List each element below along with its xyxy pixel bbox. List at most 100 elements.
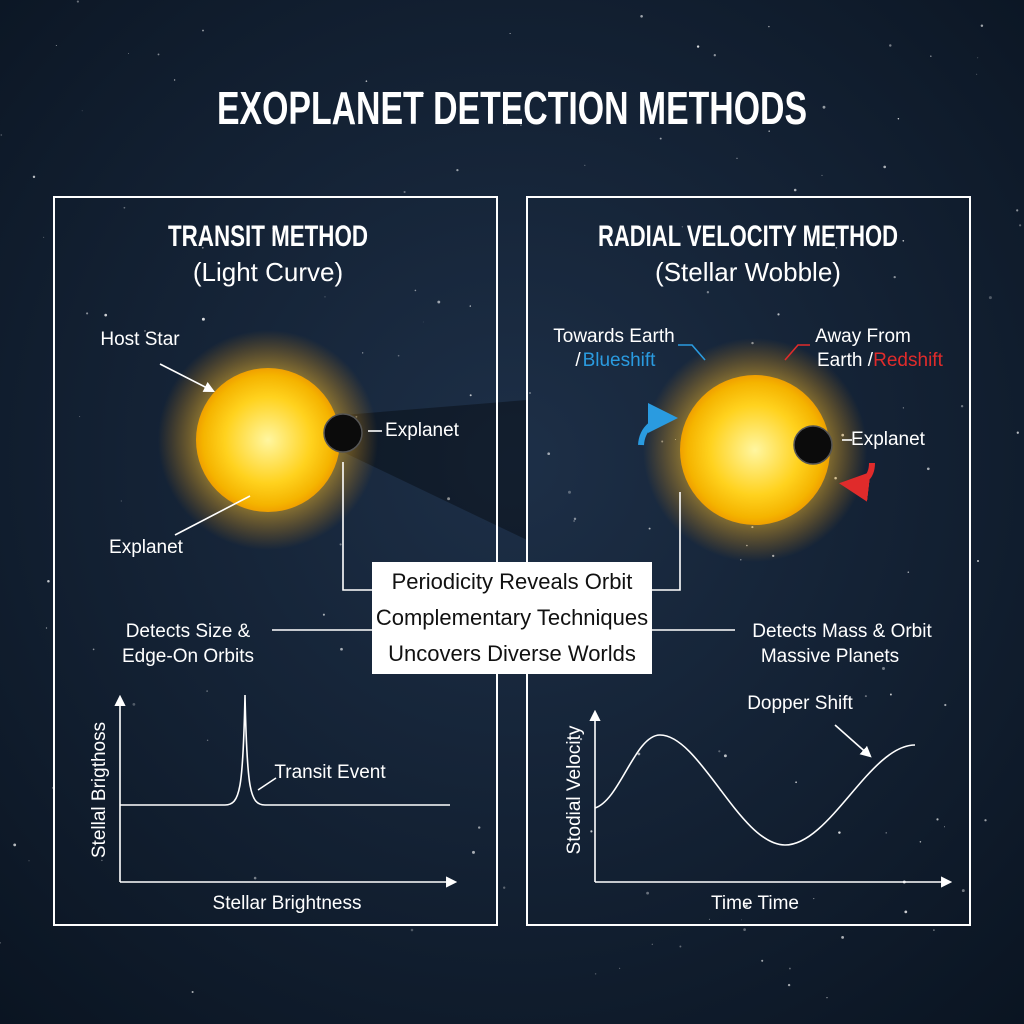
star-dot: [821, 174, 823, 176]
panel-frame: [53, 196, 498, 926]
star-dot: [777, 313, 780, 316]
annotation: Dopper Shift: [747, 693, 853, 714]
star-dot: [405, 425, 407, 427]
velocity-curve: [594, 734, 916, 846]
star-dot: [907, 571, 910, 573]
star-dot: [885, 832, 887, 834]
star-dot: [745, 904, 748, 908]
star-dot: [984, 819, 987, 822]
away-label: Earth /: [817, 350, 874, 371]
star-dot: [740, 919, 742, 921]
light-curve: [120, 694, 450, 806]
star-dot: [403, 190, 406, 194]
star-dot: [830, 243, 834, 247]
star-dot: [976, 73, 978, 75]
star-dot: [437, 300, 441, 304]
note: Detects Size &: [126, 621, 251, 642]
planet: [793, 425, 833, 465]
connector: [342, 462, 372, 591]
redshift-label: Redshift: [873, 350, 943, 371]
y-axis-label: Stodial Velocity: [564, 725, 585, 854]
star-dot: [743, 928, 746, 931]
star-dot: [723, 754, 727, 758]
star-dot: [469, 305, 471, 307]
star-dot: [902, 239, 905, 242]
star-dot: [640, 15, 643, 18]
star-dot: [787, 983, 791, 987]
pointer: [784, 344, 810, 361]
star-dot: [127, 53, 129, 54]
red-arrow: [839, 462, 875, 502]
star-dot: [255, 227, 258, 230]
star-dot: [120, 500, 122, 502]
star-dot: [520, 124, 522, 126]
star-dot: [864, 695, 867, 698]
star-dot: [600, 358, 602, 360]
star-dot: [793, 188, 797, 192]
star-dot: [988, 296, 992, 300]
star-dot: [882, 667, 885, 670]
star-dot: [1019, 224, 1022, 227]
star-dot: [681, 226, 684, 228]
star-dot: [713, 54, 716, 57]
star-dot: [362, 352, 364, 354]
star-dot: [469, 394, 472, 397]
planet-label: Explanet: [851, 429, 926, 450]
star-dot: [822, 105, 826, 109]
star-dot: [736, 157, 738, 159]
star-dot: [646, 891, 650, 895]
panel-subtitle: (Stellar Wobble): [655, 257, 841, 287]
star-dot: [144, 329, 146, 332]
star-dot: [447, 497, 451, 501]
star-dot: [813, 898, 815, 900]
star-label: Host Star: [100, 329, 180, 350]
star-dot: [101, 859, 103, 862]
star-dot: [201, 246, 204, 249]
star-dot: [961, 889, 965, 893]
star-dot: [594, 973, 597, 975]
star-dot: [976, 559, 980, 563]
star-dot: [397, 354, 400, 357]
star-dot: [503, 886, 506, 889]
star-dot: [841, 936, 844, 939]
star-dot: [0, 942, 1, 944]
star-dot: [272, 227, 274, 229]
star-dot: [478, 826, 481, 829]
star-dot: [651, 943, 653, 945]
main-title: EXOPLANET DETECTION METHODS: [217, 82, 807, 134]
pointer: [257, 777, 277, 791]
panel-title: RADIAL VELOCITY METHOD: [598, 220, 898, 253]
star-dot: [706, 291, 710, 294]
star-dot: [826, 997, 828, 999]
star-dot: [838, 831, 841, 834]
star-dot: [568, 490, 571, 494]
star-dot: [547, 452, 551, 456]
star-dot: [889, 693, 892, 696]
star-dot: [835, 246, 838, 249]
star-dot: [980, 24, 984, 28]
star-dot: [573, 517, 577, 521]
x-axis-label: Stellar Brightness: [213, 893, 362, 914]
panel-frame: [526, 196, 971, 926]
star-dot: [324, 296, 326, 298]
star-dot: [579, 737, 583, 741]
star-dot: [45, 627, 48, 629]
star-dot: [253, 876, 257, 880]
star-dot: [761, 959, 764, 962]
star-dot: [28, 860, 30, 862]
star-dot: [76, 0, 79, 3]
star-dot: [32, 175, 36, 179]
planet-label: Explanet: [109, 537, 184, 558]
x-axis-label: Time Time: [711, 893, 799, 914]
pointer: [834, 724, 872, 758]
host-star: [680, 375, 830, 525]
star-dot: [919, 841, 922, 843]
away-label: Away From: [815, 326, 911, 347]
star-dot: [944, 703, 947, 707]
star-dot: [648, 527, 651, 530]
star-dot: [637, 752, 641, 756]
star-dot: [86, 312, 89, 315]
star-dot: [659, 137, 662, 140]
planet: [323, 413, 363, 453]
